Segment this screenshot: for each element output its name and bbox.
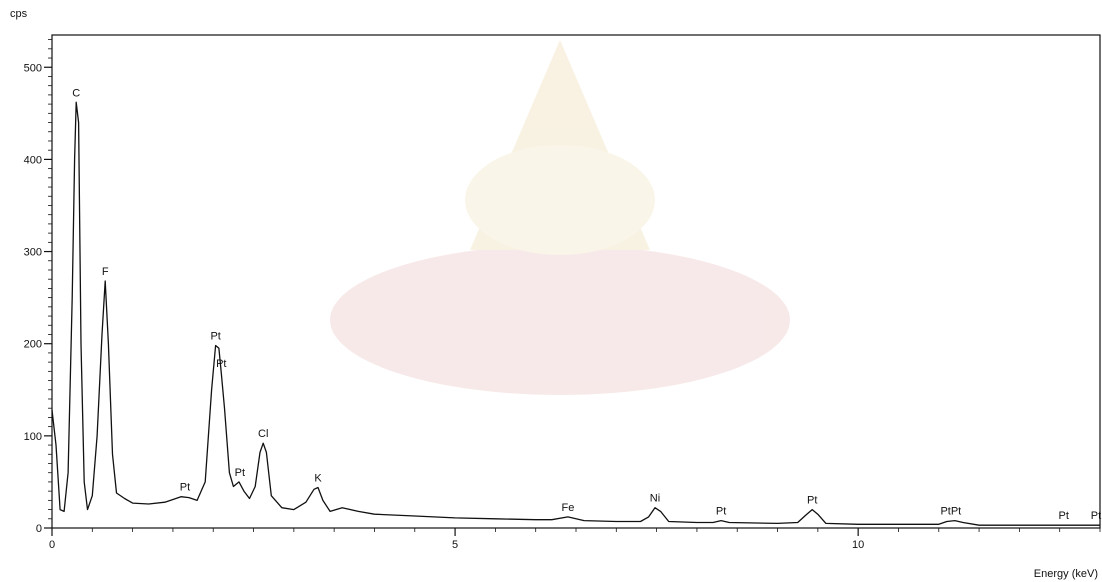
peak-label: Pt bbox=[235, 467, 245, 479]
peak-label: Pt bbox=[716, 506, 726, 518]
y-tick-label: 100 bbox=[24, 431, 42, 443]
peak-label: Pt bbox=[1091, 510, 1101, 522]
x-tick-label: 10 bbox=[852, 539, 864, 551]
peak-label: F bbox=[102, 266, 109, 278]
y-tick-label: 500 bbox=[24, 62, 42, 74]
plot-area bbox=[51, 101, 1100, 526]
x-tick-label: 5 bbox=[452, 539, 458, 551]
peak-label: Pt bbox=[807, 495, 817, 507]
x-axis-title: Energy (keV) bbox=[1034, 568, 1098, 580]
watermark-emblem bbox=[330, 40, 790, 395]
y-axis-title: cps bbox=[10, 8, 28, 20]
y-tick-label: 400 bbox=[24, 154, 42, 166]
peak-label: Pt bbox=[210, 331, 220, 343]
y-tick-label: 300 bbox=[24, 247, 42, 259]
peak-label: Cl bbox=[258, 428, 268, 440]
peak-label: C bbox=[72, 87, 80, 99]
y-tick-label: 200 bbox=[24, 339, 42, 351]
y-tick-label: 0 bbox=[36, 523, 42, 535]
peak-label: Pt bbox=[216, 358, 226, 370]
peak-label: PtPt bbox=[940, 506, 961, 518]
peak-label: Fe bbox=[562, 502, 575, 514]
spectrum-line bbox=[51, 101, 1100, 526]
peak-label: Pt bbox=[180, 482, 190, 494]
x-tick-label: 0 bbox=[49, 539, 55, 551]
peak-label: K bbox=[314, 472, 322, 484]
peak-label: Ni bbox=[650, 493, 660, 505]
peak-label: Pt bbox=[1059, 510, 1069, 522]
plot-axes: 0 100 200 300 400 500 0 5 10 bbox=[24, 34, 1101, 551]
